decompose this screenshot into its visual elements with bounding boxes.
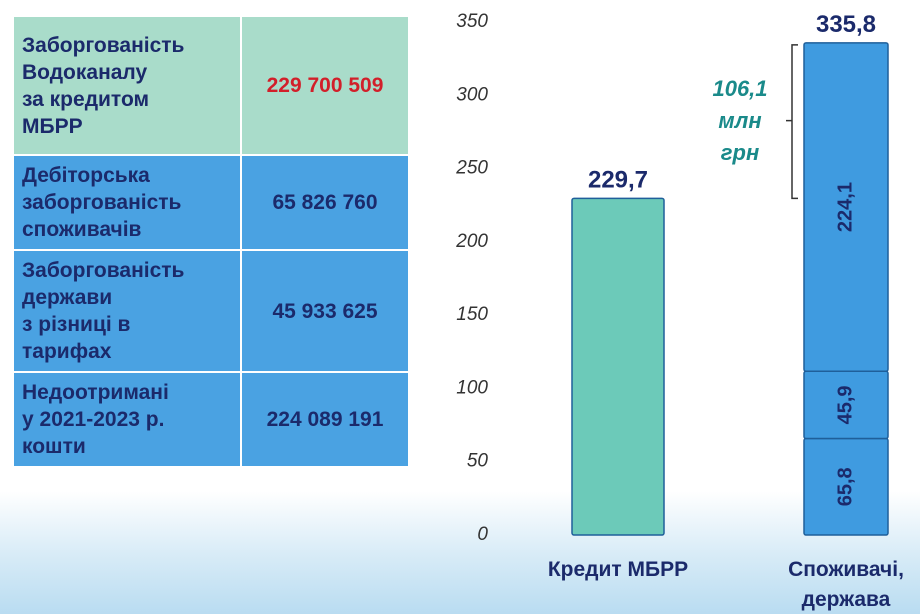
label-cell: Дебіторська заборгованість споживачів bbox=[12, 154, 242, 251]
amount-cell: 229 700 509 bbox=[240, 15, 410, 156]
x-tick-label: Кредит МБРР bbox=[548, 558, 688, 581]
label-cell: Заборгованість Водоканалу за кредитом МБ… bbox=[12, 15, 242, 156]
annotation-text: грн bbox=[721, 140, 759, 165]
table-row: Дебіторська заборгованість споживачів 65 … bbox=[12, 154, 410, 251]
label-cell: Недоотримані у 2021-2023 р. кошти bbox=[12, 371, 242, 468]
segment-label: 224,1 bbox=[834, 182, 856, 232]
y-tick-label: 150 bbox=[456, 304, 488, 325]
bar-segment bbox=[803, 42, 889, 373]
y-tick-label: 300 bbox=[456, 84, 488, 105]
annotation-text: 106,1 bbox=[712, 76, 767, 101]
label-cell: Заборгованість держави з різниці в тариф… bbox=[12, 249, 242, 373]
debt-table: Заборгованість Водоканалу за кредитом МБ… bbox=[12, 15, 410, 468]
amount-cell: 224 089 191 bbox=[240, 371, 410, 468]
y-tick-label: 100 bbox=[456, 377, 488, 398]
annotation-text: млн bbox=[718, 108, 761, 133]
y-tick-label: 250 bbox=[455, 158, 488, 179]
segment-label: 65,8 bbox=[834, 467, 856, 506]
amount-cell: 65 826 760 bbox=[240, 154, 410, 251]
y-tick-label: 350 bbox=[456, 11, 488, 32]
total-label: 229,7 bbox=[588, 167, 648, 194]
amount-cell: 45 933 625 bbox=[240, 249, 410, 373]
y-tick-label: 50 bbox=[467, 451, 489, 472]
annotation-bracket bbox=[786, 44, 798, 200]
bar-segment bbox=[571, 197, 665, 536]
segment-label: 45,9 bbox=[834, 385, 856, 424]
y-tick-label: 0 bbox=[477, 524, 488, 545]
table-row: Заборгованість Водоканалу за кредитом МБ… bbox=[12, 15, 410, 156]
y-tick-label: 200 bbox=[455, 231, 488, 252]
x-tick-label: Споживачі, держава bbox=[788, 558, 904, 611]
table-row: Заборгованість держави з різниці в тариф… bbox=[12, 249, 410, 373]
table-row: Недоотримані у 2021-2023 р. кошти 224 089… bbox=[12, 371, 410, 468]
total-label: 335,8 bbox=[816, 11, 876, 38]
